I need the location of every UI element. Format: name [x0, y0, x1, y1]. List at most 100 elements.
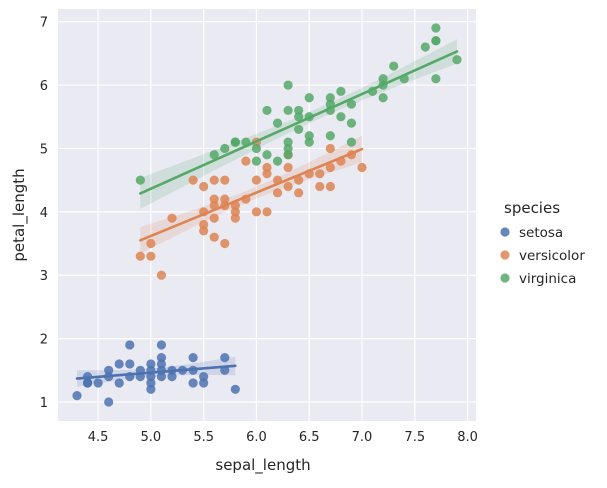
setosa-point	[199, 372, 209, 382]
virginica-regression-line	[139, 50, 459, 195]
setosa-regression-line	[75, 364, 237, 380]
setosa-point	[230, 384, 240, 394]
versicolor-point	[325, 162, 335, 173]
virginica-point	[336, 112, 346, 122]
versicolor-point	[283, 181, 293, 192]
legend-marker-versicolor	[500, 250, 510, 260]
virginica-point	[378, 93, 388, 103]
virginica-point	[135, 175, 145, 185]
versicolor-point	[220, 194, 230, 204]
versicolor-point	[220, 238, 230, 249]
versicolor-point	[135, 251, 145, 261]
legend-label-versicolor: versicolor	[519, 248, 585, 264]
virginica-point	[283, 105, 293, 116]
tick-labels: 4.5 5.0 5.5 6.0 6.5 7.0 7.5 8.0 1 2 3 4 5 6 7	[40, 16, 478, 445]
versicolor-point	[251, 175, 262, 185]
setosa-point	[156, 359, 167, 369]
virginica-point	[389, 61, 399, 71]
versicolor-point	[209, 232, 219, 242]
y-tick-label: 3	[40, 269, 48, 284]
versicolor-point	[230, 213, 240, 223]
legend-title: species	[504, 199, 560, 217]
versicolor-point	[209, 213, 219, 223]
versicolor-point	[262, 162, 272, 173]
y-tick-label: 6	[40, 79, 48, 94]
virginica-point	[251, 143, 262, 154]
setosa-point	[220, 353, 230, 363]
versicolor-point	[156, 270, 167, 280]
versicolor-point	[209, 194, 219, 204]
setosa-point	[104, 397, 114, 407]
virginica-point	[209, 150, 219, 160]
versicolor-point	[272, 188, 283, 198]
x-tick-label: 6.0	[246, 430, 267, 445]
versicolor-point	[325, 143, 335, 154]
virginica-point	[346, 137, 357, 147]
x-tick-label: 6.5	[299, 430, 320, 445]
virginica-point	[431, 36, 441, 46]
virginica-point	[251, 156, 262, 166]
versicolor-point	[220, 175, 230, 185]
virginica-point	[294, 105, 304, 116]
legend-marker-setosa	[500, 227, 510, 237]
setosa-point	[104, 365, 114, 375]
setosa-point	[125, 340, 135, 350]
virginica-point	[272, 156, 283, 166]
virginica-point	[304, 131, 314, 141]
virginica-point	[230, 137, 240, 147]
setosa-point	[93, 378, 103, 388]
x-tick-label: 7.0	[352, 430, 373, 445]
virginica-point	[283, 150, 293, 160]
virginica-point	[283, 137, 293, 147]
virginica-point	[378, 74, 388, 84]
virginica-point	[336, 86, 346, 96]
setosa-point	[146, 372, 156, 382]
virginica-point	[283, 80, 293, 90]
versicolor-point	[241, 156, 251, 166]
virginica-point	[220, 143, 230, 154]
setosa-point	[114, 378, 124, 388]
y-tick-label: 2	[40, 333, 48, 348]
legend-label-setosa: setosa	[519, 225, 563, 241]
x-axis-label: sepal_length	[215, 456, 310, 475]
setosa-point	[114, 359, 124, 369]
y-tick-label: 5	[40, 142, 48, 157]
setosa-point	[146, 378, 156, 388]
y-tick-label: 7	[40, 16, 48, 31]
versicolor-point	[209, 175, 219, 185]
legend-marker-virginica	[500, 273, 510, 283]
versicolor-point	[251, 207, 262, 217]
versicolor-point	[315, 181, 325, 192]
legend: species setosa versicolor virginica	[500, 199, 585, 287]
virginica-point	[431, 74, 441, 84]
virginica-point	[262, 105, 272, 116]
versicolor-regression-line	[139, 147, 364, 242]
x-tick-label: 5.5	[193, 430, 214, 445]
virginica-point	[294, 112, 304, 122]
virginica-point	[304, 137, 314, 147]
virginica-point	[294, 124, 304, 135]
x-tick-label: 4.5	[88, 430, 109, 445]
versicolor-point	[315, 169, 325, 179]
setosa-point	[156, 340, 167, 350]
setosa-point	[72, 391, 82, 401]
setosa-point	[156, 353, 167, 363]
versicolor-point	[199, 181, 209, 192]
virginica-confidence-band	[140, 39, 458, 209]
setosa-point	[188, 378, 198, 388]
virginica-point	[272, 118, 283, 128]
versicolor-point	[146, 251, 156, 261]
versicolor-point	[325, 181, 335, 192]
y-tick-label: 1	[40, 396, 48, 411]
setosa-point	[82, 378, 93, 388]
versicolor-point	[294, 188, 304, 198]
versicolor-point	[262, 169, 272, 179]
setosa-point	[156, 372, 167, 382]
setosa-point	[146, 359, 156, 369]
versicolor-point	[262, 207, 272, 217]
virginica-point	[304, 93, 314, 103]
virginica-point	[325, 131, 335, 141]
y-axis-label: petal_length	[10, 168, 29, 261]
versicolor-point	[199, 226, 209, 236]
